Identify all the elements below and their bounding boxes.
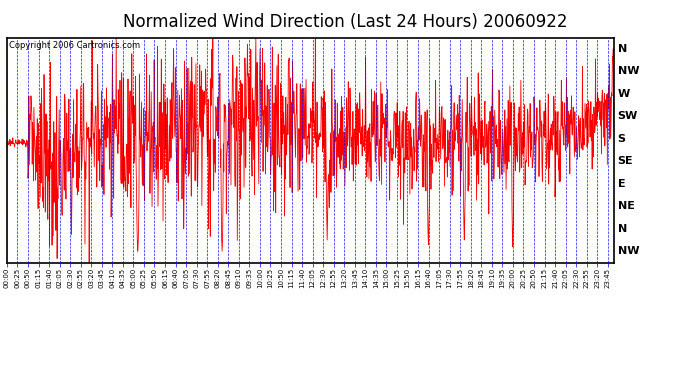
Text: E: E <box>618 179 625 189</box>
Text: NW: NW <box>618 246 639 256</box>
Text: N: N <box>618 44 627 54</box>
Text: Copyright 2006 Cartronics.com: Copyright 2006 Cartronics.com <box>9 41 140 50</box>
Text: SW: SW <box>618 111 638 121</box>
Text: S: S <box>618 134 626 144</box>
Text: Normalized Wind Direction (Last 24 Hours) 20060922: Normalized Wind Direction (Last 24 Hours… <box>123 13 567 31</box>
Text: NW: NW <box>618 66 639 76</box>
Text: N: N <box>618 224 627 234</box>
Text: W: W <box>618 89 630 99</box>
Text: SE: SE <box>618 156 633 166</box>
Text: NE: NE <box>618 201 634 211</box>
